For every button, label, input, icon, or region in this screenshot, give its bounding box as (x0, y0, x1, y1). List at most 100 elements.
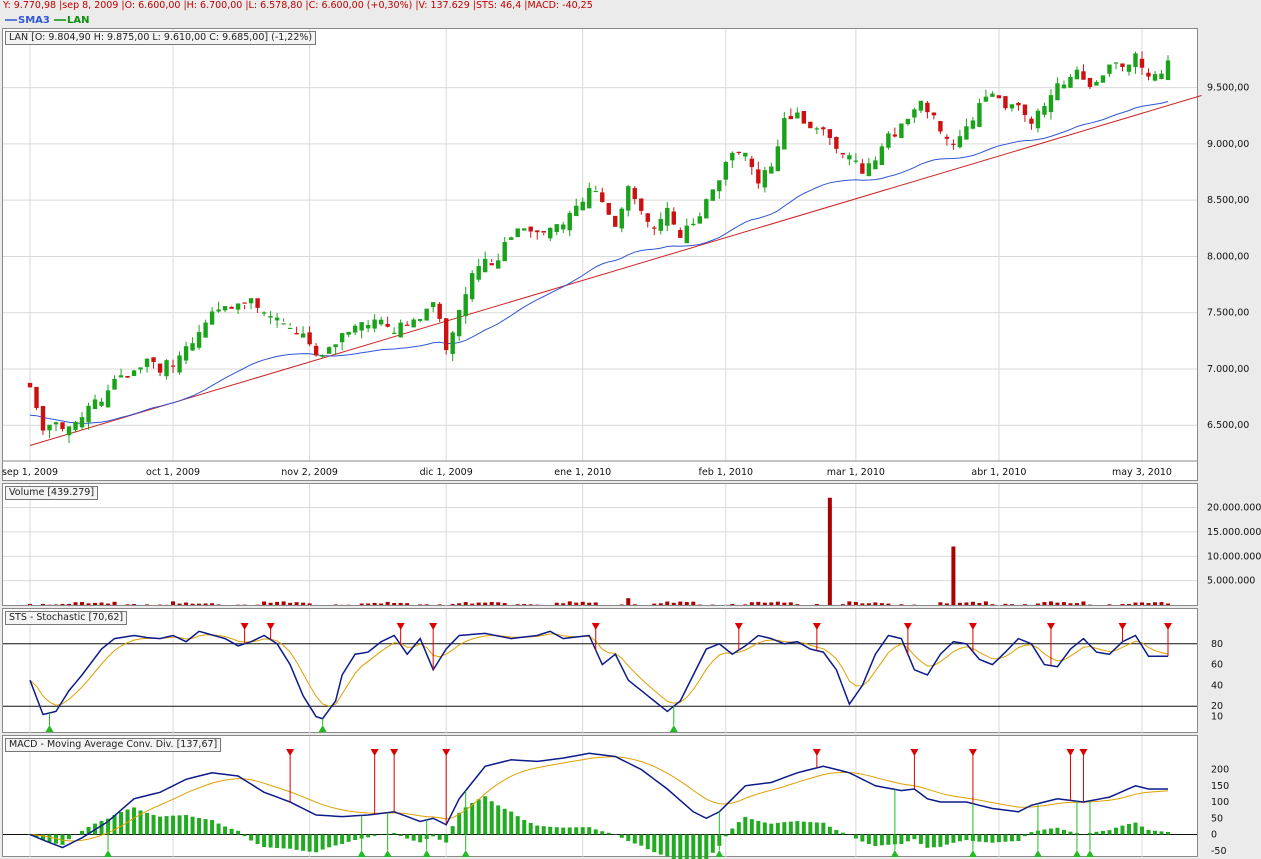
macd-panel[interactable]: MACD - Moving Average Conv. Div. [137,67… (2, 735, 1229, 859)
macd-histogram-bar (340, 834, 345, 844)
volume-bar (67, 603, 72, 605)
volume-bar (795, 604, 800, 605)
volume-panel[interactable]: Volume [439.279] 5.000.000 10.000.000 15.0… (2, 483, 1261, 607)
macd-histogram-bar (1146, 829, 1151, 835)
sma-legend-label[interactable]: SMA3 (18, 15, 50, 26)
volume-bar (483, 602, 488, 605)
volume-bar (899, 604, 904, 605)
price-panel[interactable]: LAN [O: 9.804,90 H: 9.875,00 L: 9.610,00… (2, 28, 1249, 481)
sma-line (29, 101, 1169, 424)
price-x-tick-label: sep 1, 2009 (2, 467, 58, 478)
volume-bar (938, 602, 943, 605)
candle-body (1081, 71, 1086, 80)
candle-body (938, 121, 943, 132)
candle-body (554, 224, 559, 232)
macd-histogram-bar (528, 823, 533, 835)
sts-sell-marker (1046, 623, 1055, 630)
candle-body (398, 322, 403, 338)
candle-body (320, 355, 325, 357)
macd-y-tick-label: 50 (1211, 813, 1223, 824)
candle-body (671, 211, 676, 225)
macd-histogram-bar (515, 816, 520, 835)
macd-histogram-bar (775, 822, 780, 835)
candle-body (723, 161, 729, 180)
candle-body (684, 225, 689, 244)
volume-bar (1074, 603, 1079, 605)
macd-buy-marker (1085, 850, 1094, 857)
candle-body (990, 93, 995, 97)
candle-body (996, 95, 1002, 99)
candle-body (177, 355, 182, 373)
trend-line (29, 95, 1202, 446)
volume-bar (294, 602, 299, 605)
price-chart[interactable]: sep 1, 2009 oct 1, 2009 nov 2, 2009 dic 1, … (2, 29, 1261, 482)
macd-histogram-bar (1042, 829, 1047, 835)
macd-histogram-bar (262, 834, 267, 848)
volume-bar (1042, 602, 1047, 605)
volume-bar (554, 602, 559, 605)
price-x-tick-label: oct 1, 2009 (146, 467, 200, 478)
candle-body (632, 188, 637, 200)
macd-histogram-bar (158, 816, 163, 835)
candle-body (710, 189, 715, 201)
macd-histogram-bar (658, 834, 663, 855)
candle-body (717, 180, 722, 192)
volume-bar (496, 602, 501, 605)
candle-body (73, 421, 78, 430)
macd-histogram-bar (1152, 830, 1157, 835)
candle-body (40, 405, 46, 431)
macd-histogram-bar (1120, 825, 1125, 835)
status-line: Y: 9.770,98 |sep 8, 2009 |O: 6.600,00 |H… (3, 0, 593, 11)
candle-body (509, 237, 514, 240)
macd-buy-marker (104, 850, 113, 857)
candle-body (652, 227, 657, 229)
volume-bar (359, 603, 364, 605)
volume-bar (515, 604, 520, 605)
candle-body (983, 96, 989, 102)
macd-histogram-bar (457, 812, 462, 835)
candle-body (944, 136, 950, 139)
series-legend: SMA3 LAN (0, 12, 1261, 28)
macd-histogram-bar (691, 834, 696, 859)
macd-histogram-bar (489, 801, 494, 835)
volume-bar (210, 603, 215, 605)
candle-body (229, 306, 234, 309)
price-y-tick-label: 7.000,00 (1207, 364, 1249, 375)
macd-histogram-bar (353, 834, 358, 841)
candle-body (743, 152, 748, 157)
volume-bar (93, 602, 98, 605)
volume-bar (112, 601, 117, 605)
candle-body (977, 103, 982, 127)
candle-body (775, 146, 781, 172)
candle-body (834, 136, 839, 149)
macd-histogram-bar (866, 834, 871, 845)
macd-histogram-bar (1003, 834, 1008, 842)
macd-histogram-bar (80, 830, 85, 835)
macd-sell-marker (812, 749, 821, 756)
macd-histogram-bar (964, 834, 969, 841)
candle-body (782, 118, 787, 150)
candle-body (561, 224, 566, 230)
candle-body (574, 205, 579, 217)
macd-histogram-bar (502, 808, 507, 835)
volume-chart[interactable]: 5.000.000 10.000.000 15.000.000 20.000.000 (3, 484, 1261, 607)
candle-body (1152, 74, 1158, 81)
candle-body (235, 303, 241, 310)
macd-histogram-bar (665, 834, 670, 857)
macd-histogram-bar (925, 834, 930, 848)
candle-body (931, 112, 937, 116)
candle-body (209, 311, 215, 325)
volume-bar (619, 604, 624, 605)
candle-body (1022, 104, 1028, 115)
macd-chart[interactable]: -50 0 50 100 150 200 (3, 736, 1261, 859)
macd-histogram-bar (1022, 834, 1027, 837)
stochastic-panel[interactable]: STS - Stochastic [70,62] 10 20 40 60 80 (2, 608, 1223, 734)
volume-bar (99, 602, 104, 605)
candle-body (170, 365, 176, 367)
candle-body (1126, 64, 1132, 72)
price-y-tick-label: 8.000,00 (1207, 251, 1249, 262)
volume-bar (1133, 602, 1138, 605)
lan-legend-label[interactable]: LAN (67, 15, 90, 26)
volume-bar (665, 601, 670, 605)
